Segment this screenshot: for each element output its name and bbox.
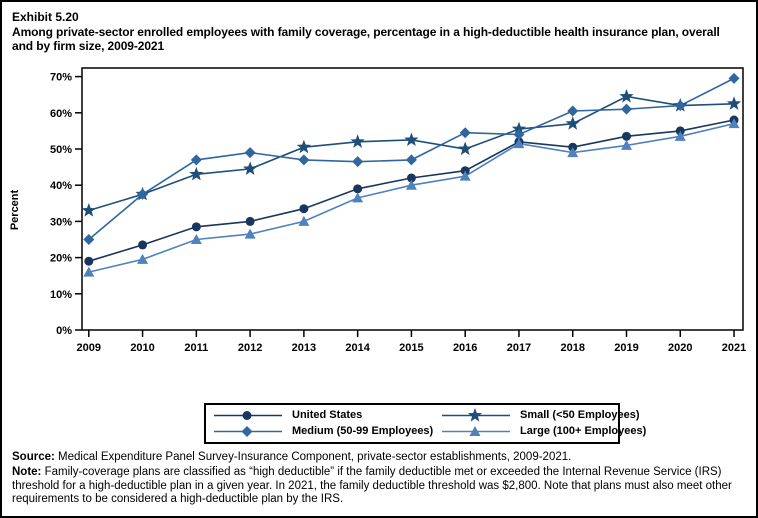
svg-text:2015: 2015 xyxy=(399,342,423,354)
svg-text:2014: 2014 xyxy=(345,342,370,354)
legend-label: Large (100+ Employees) xyxy=(520,425,647,437)
svg-text:2020: 2020 xyxy=(668,342,692,354)
legend-item-united-states: United States xyxy=(214,407,442,423)
source-line: Source: Medical Expenditure Panel Survey… xyxy=(12,451,752,465)
svg-text:2013: 2013 xyxy=(292,342,316,354)
diamond-marker-icon xyxy=(214,425,282,437)
exhibit-number: Exhibit 5.20 xyxy=(12,10,79,24)
svg-text:60%: 60% xyxy=(50,108,72,120)
svg-text:10%: 10% xyxy=(50,289,72,301)
legend-label: Small (<50 Employees) xyxy=(520,409,640,421)
line-chart: 0% 10% 20% 30% 40% 50% 60% 70% 2009 2010 2011 2012 2… xyxy=(9,67,746,354)
svg-text:50%: 50% xyxy=(50,144,72,156)
svg-text:0%: 0% xyxy=(56,325,72,337)
svg-text:70%: 70% xyxy=(50,72,72,84)
svg-text:2019: 2019 xyxy=(614,342,638,354)
legend-label: Medium (50-99 Employees) xyxy=(292,425,434,437)
svg-text:2009: 2009 xyxy=(77,342,101,354)
svg-text:20%: 20% xyxy=(50,253,72,265)
legend-label: United States xyxy=(292,409,363,421)
svg-text:2018: 2018 xyxy=(560,342,584,354)
source-text: Medical Expenditure Panel Survey-Insuran… xyxy=(54,451,572,463)
svg-text:2016: 2016 xyxy=(453,342,477,354)
star-marker-icon xyxy=(442,407,510,422)
triangle-marker-icon xyxy=(442,425,510,436)
legend: United States Small (<50 Employees) Medi… xyxy=(204,403,646,444)
svg-text:30%: 30% xyxy=(50,216,72,228)
svg-text:40%: 40% xyxy=(50,180,72,192)
y-axis-label: Percent xyxy=(9,189,21,230)
source-label: Source: xyxy=(12,451,55,463)
legend-item-small: Small (<50 Employees) xyxy=(442,407,646,423)
legend-item-medium: Medium (50-99 Employees) xyxy=(214,423,442,439)
svg-text:2012: 2012 xyxy=(238,342,262,354)
note-paragraph: Note: Family-coverage plans are classifi… xyxy=(12,466,752,507)
note-text: Family-coverage plans are classified as … xyxy=(12,466,732,505)
svg-text:2011: 2011 xyxy=(184,342,208,354)
note-label: Note: xyxy=(12,466,42,478)
svg-text:2021: 2021 xyxy=(722,342,746,354)
legend-item-large: Large (100+ Employees) xyxy=(442,423,646,439)
svg-text:2017: 2017 xyxy=(507,342,531,354)
circle-marker-icon xyxy=(214,410,282,420)
svg-text:2010: 2010 xyxy=(130,342,154,354)
chart-title: Among private-sector enrolled employees … xyxy=(12,25,720,53)
